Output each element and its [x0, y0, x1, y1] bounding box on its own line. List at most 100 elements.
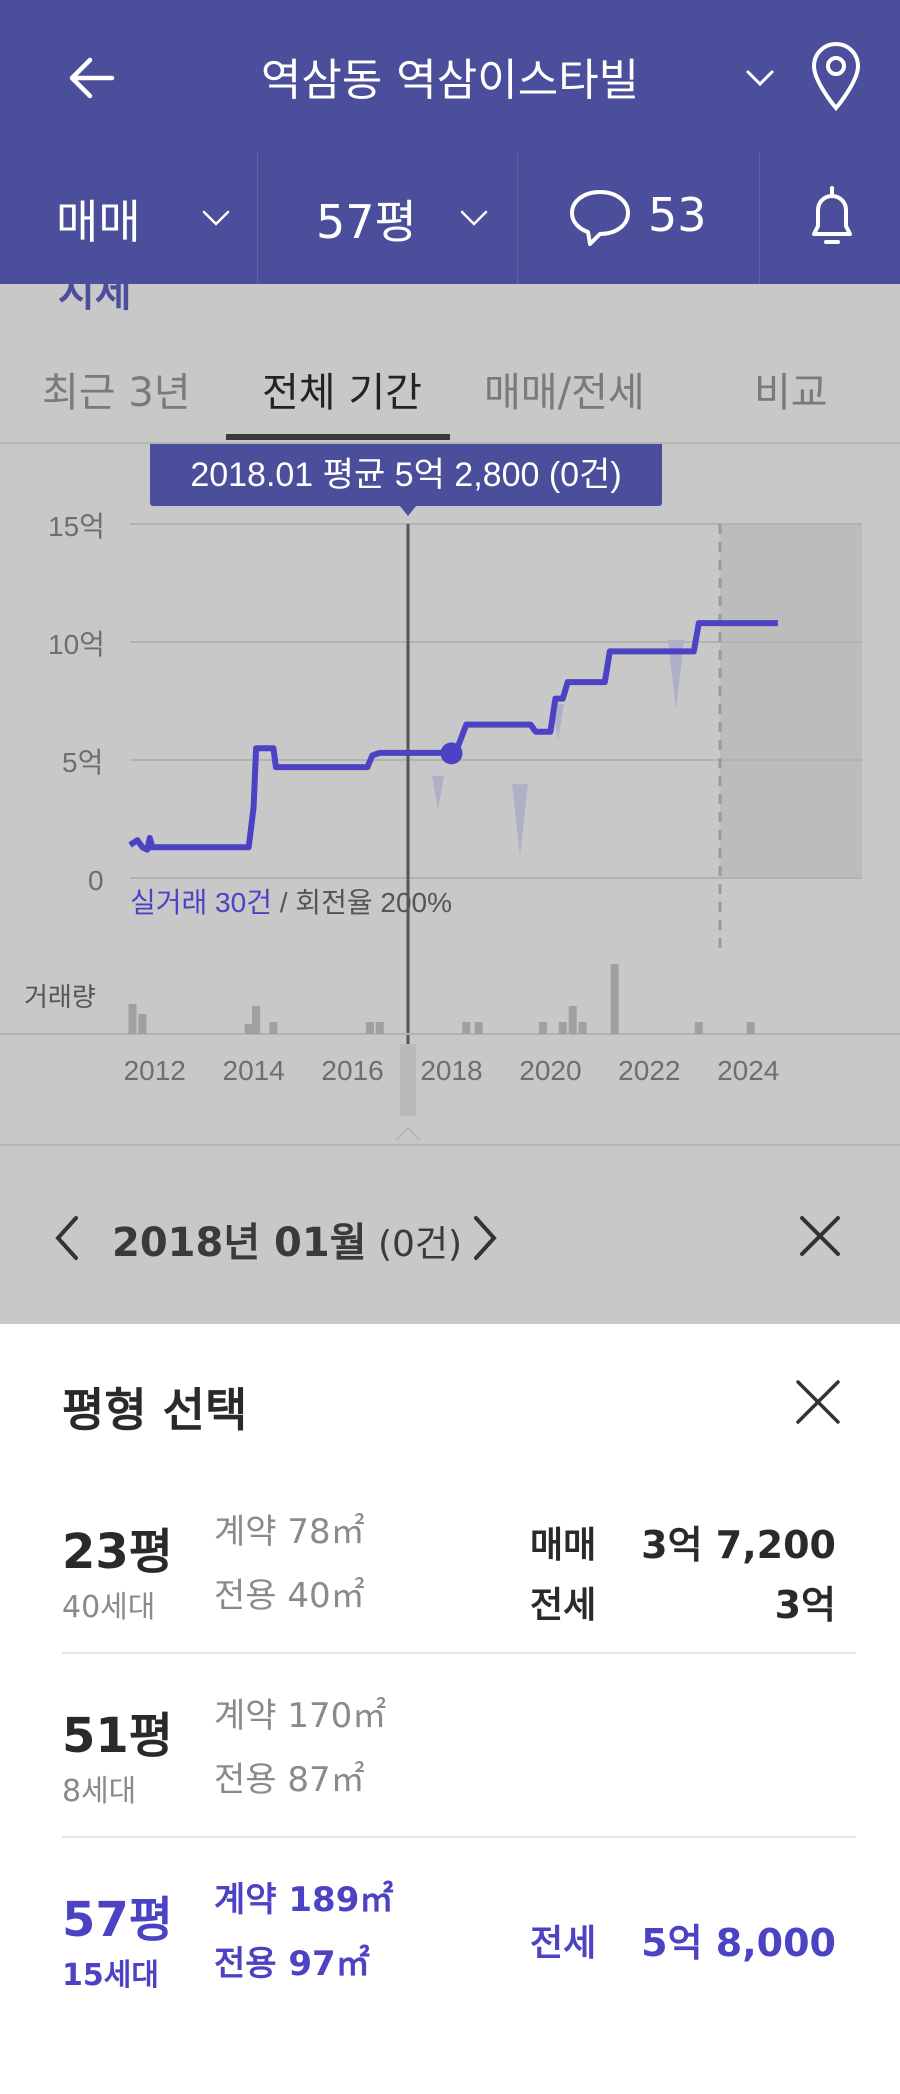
date-navigator: 2018년 01월 (0건): [0, 1144, 900, 1324]
contract-area: 계약 170㎡: [214, 1696, 387, 1736]
x-tick-label: 2012: [124, 1055, 186, 1086]
comments-button[interactable]: 53: [518, 152, 760, 284]
volume-label: 거래량: [24, 982, 96, 1012]
lease-price: 5억 8,000: [641, 1921, 836, 1965]
arrow-left-icon[interactable]: [62, 48, 122, 108]
volume-bar: [138, 1014, 147, 1034]
pyeong-label: 51평: [62, 1708, 173, 1764]
panel-notch: [395, 1126, 421, 1141]
size-dropdown[interactable]: 57평: [258, 152, 518, 284]
volume-bar: [252, 1006, 261, 1034]
size-label: 57평: [316, 195, 417, 249]
volume-bar: [694, 1022, 703, 1034]
contract-area: 계약 189㎡: [214, 1880, 394, 1920]
x-axis-ticks: 2012 2014 2016 2018 2020 2022 2024: [124, 1055, 780, 1086]
trade-type-label: 매매: [56, 195, 141, 249]
chevron-down-icon[interactable]: [740, 58, 780, 98]
lease-label: 전세: [530, 1585, 597, 1626]
volume-bar: [474, 1022, 483, 1034]
households-label: 8세대: [62, 1774, 137, 1809]
price-chart[interactable]: 15억 10억 5억 0 2018.01 평균 5억 2,800 (0건) 실거…: [0, 444, 900, 1164]
x-tick-label: 2018: [420, 1055, 482, 1086]
volume-bar: [558, 1022, 567, 1034]
lease-label: 전세: [530, 1923, 597, 1964]
pyeong-label: 57평: [62, 1892, 173, 1948]
tooltip-box: [150, 444, 662, 506]
chevron-left-icon[interactable]: [48, 1212, 84, 1264]
filter-bar: 매매 57평 53: [0, 152, 900, 284]
pyeong-label: 23평: [62, 1524, 173, 1580]
households-label: 15세대: [62, 1958, 159, 1993]
y-tick-label: 15억: [48, 511, 105, 542]
volume-bar: [568, 1006, 577, 1034]
transactions-label: 실거래 30건 / 회전율 200%: [130, 887, 452, 918]
selected-month-label: 2018년 01월: [112, 1220, 367, 1266]
turnover-label: / 회전율 200%: [272, 887, 452, 918]
range-spike: [512, 784, 528, 856]
transactions-count: 실거래 30건: [130, 887, 272, 918]
lease-price: 3억: [774, 1583, 836, 1627]
volume-bar: [538, 1022, 547, 1034]
chevron-down-icon: [202, 210, 230, 226]
size-option-23[interactable]: 23평 40세대 계약 78㎡ 전용 40㎡ 매매 3억 7,200 전세 3억: [62, 1504, 856, 1654]
y-tick-label: 0: [88, 865, 104, 896]
y-tick-label: 5억: [62, 747, 103, 778]
contract-area: 계약 78㎡: [214, 1512, 365, 1552]
volume-bar: [269, 1022, 278, 1034]
size-option-51[interactable]: 51평 8세대 계약 170㎡ 전용 87㎡: [62, 1688, 856, 1838]
close-icon[interactable]: [792, 1376, 844, 1428]
tab-all-period[interactable]: 전체 기간: [262, 370, 422, 416]
trade-type-dropdown[interactable]: 매매: [0, 152, 258, 284]
y-tick-label: 10억: [48, 629, 105, 660]
comment-count: 53: [648, 188, 707, 242]
x-tick-label: 2016: [321, 1055, 383, 1086]
range-spike: [432, 776, 444, 810]
alert-button[interactable]: [760, 152, 900, 284]
x-tick-label: 2014: [223, 1055, 285, 1086]
chevron-down-icon: [460, 210, 488, 226]
volume-bar: [375, 1022, 384, 1034]
x-tick-label: 2020: [519, 1055, 581, 1086]
tooltip-pointer: [400, 506, 416, 516]
exclusive-area: 전용 87㎡: [214, 1760, 365, 1800]
volume-bar: [462, 1022, 471, 1034]
period-tabs: 최근 3년 전체 기간 매매/전세 비교: [0, 344, 900, 444]
exclusive-area: 전용 40㎡: [214, 1576, 365, 1616]
x-tick-label: 2022: [618, 1055, 680, 1086]
x-tick-label: 2024: [717, 1055, 779, 1086]
trade-price: 3억 7,200: [641, 1523, 836, 1567]
sheet-title: 평형 선택: [62, 1383, 248, 1437]
chevron-right-icon[interactable]: [468, 1212, 504, 1264]
page-title[interactable]: 역삼동 역삼이스타빌: [260, 55, 640, 106]
map-pin-icon[interactable]: [808, 40, 864, 112]
volume-bar: [610, 964, 619, 1034]
price-line: [128, 620, 778, 853]
volume-bar: [578, 1022, 587, 1034]
tab-compare[interactable]: 비교: [754, 370, 828, 416]
top-header: 역삼동 역삼이스타빌: [0, 0, 900, 152]
selected-point-marker: [440, 742, 463, 765]
tab-recent-3y[interactable]: 최근 3년: [42, 370, 191, 416]
close-icon[interactable]: [794, 1210, 846, 1262]
volume-bar: [746, 1022, 755, 1034]
size-select-sheet: 평형 선택 23평 40세대 계약 78㎡ 전용 40㎡ 매매 3억 7,200…: [0, 1324, 900, 2094]
tab-trade-lease[interactable]: 매매/전세: [484, 370, 645, 416]
range-spike: [668, 640, 684, 710]
selection-marker-bottom: [400, 1044, 416, 1116]
volume-bar: [244, 1024, 253, 1034]
selected-month: 2018년 01월 (0건): [112, 1210, 462, 1268]
volume-bar: [365, 1022, 374, 1034]
volume-bars: [128, 964, 755, 1034]
section-heading-cut: 시세: [58, 284, 132, 316]
chart-panel: 시세 최근 3년 전체 기간 매매/전세 비교 15억 10억 5억 0 201…: [0, 284, 900, 1324]
active-tab-indicator: [226, 434, 450, 440]
bell-icon: [812, 186, 852, 244]
selected-month-count: (0건): [366, 1224, 463, 1265]
speech-bubble-icon: [570, 190, 630, 246]
tooltip-text: 2018.01 평균 5억 2,800 (0건): [190, 456, 621, 494]
size-option-57-selected[interactable]: 57평 15세대 계약 189㎡ 전용 97㎡ 전세 5억 8,000: [62, 1872, 856, 2022]
future-zone: [720, 524, 862, 878]
exclusive-area: 전용 97㎡: [214, 1944, 370, 1984]
volume-bar: [128, 1004, 137, 1034]
trade-label: 매매: [530, 1525, 597, 1566]
